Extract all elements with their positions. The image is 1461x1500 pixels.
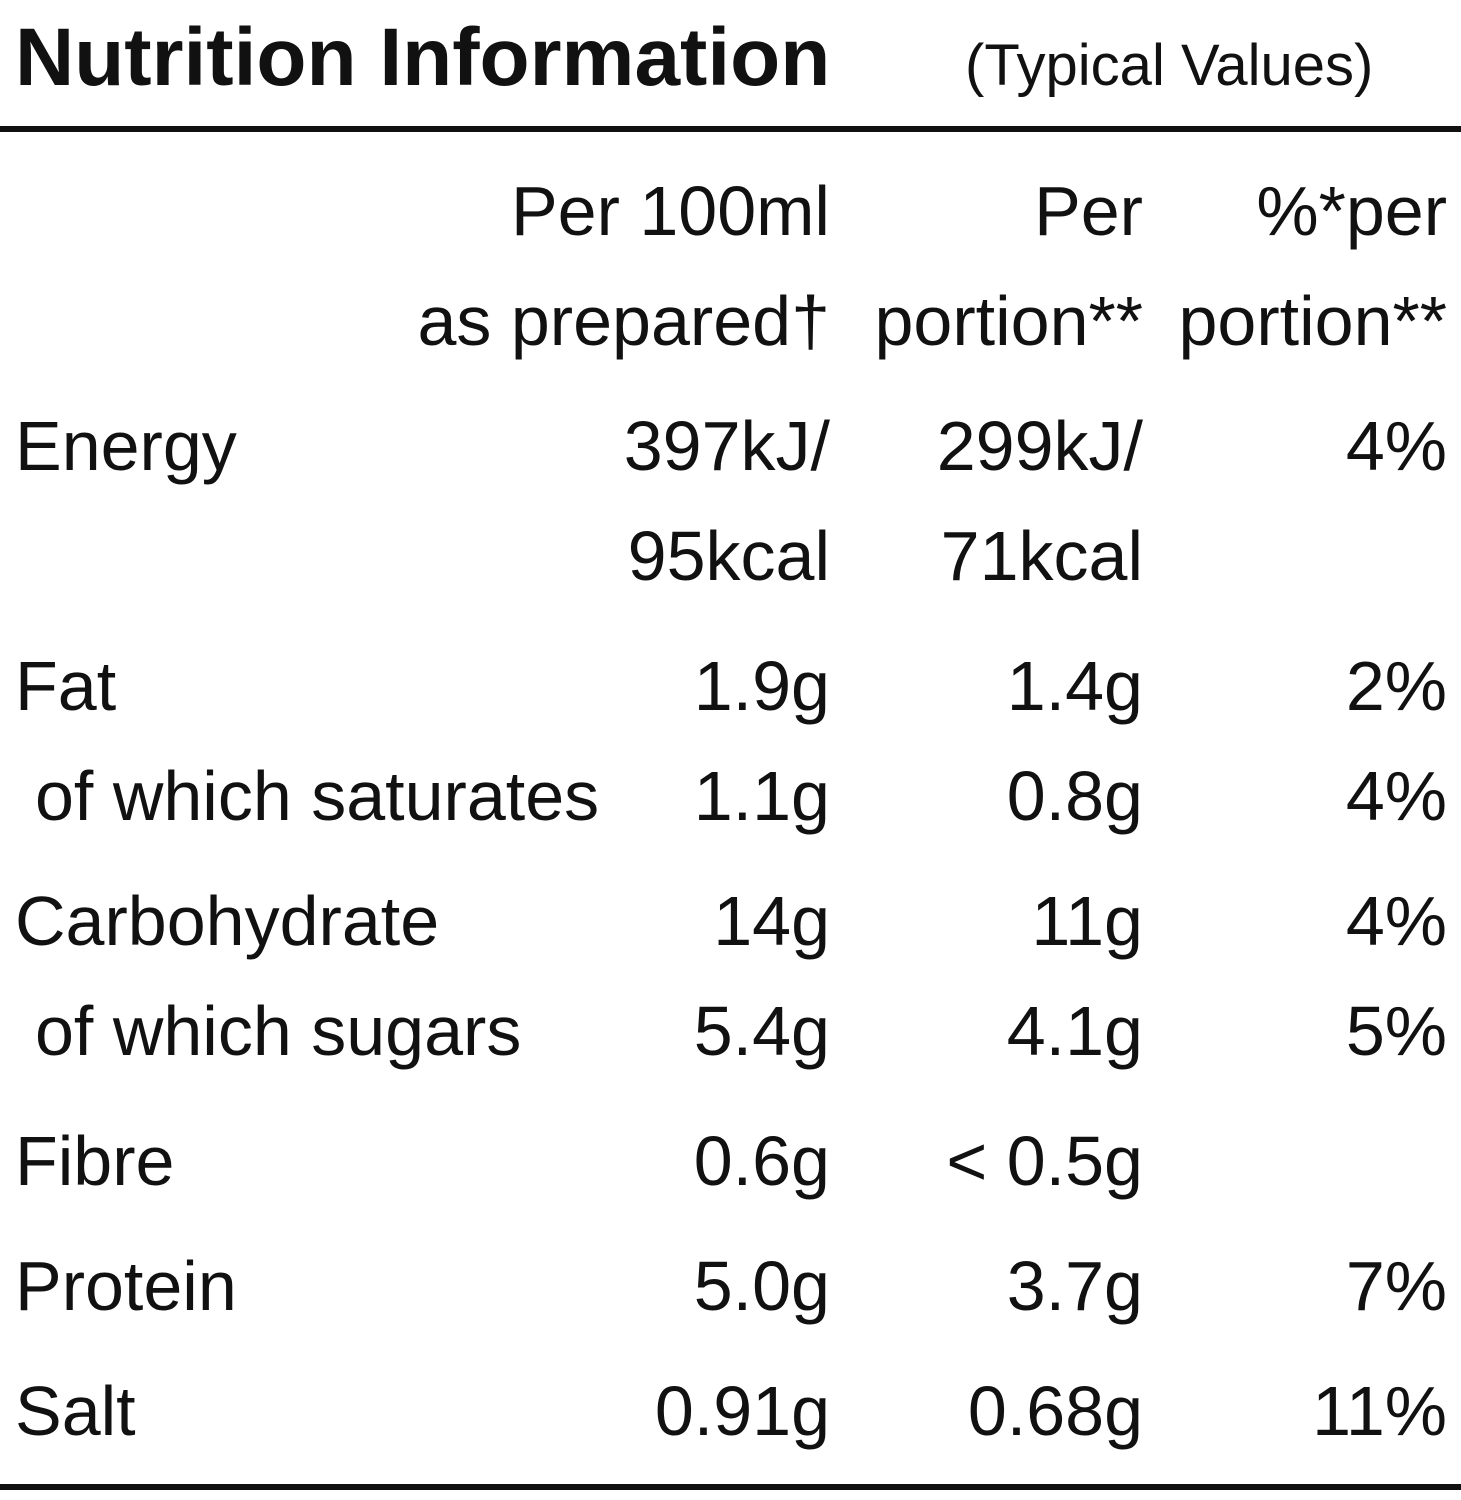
column-header: Per 100ml [511,172,830,250]
cell-value: < 0.5g [946,1122,1143,1200]
cell-value: 1.4g [1007,647,1143,725]
cell-value: 397kJ/ [624,407,831,485]
cell-value: 5.4g [694,992,830,1070]
cell-value: 0.8g [1007,757,1143,835]
cell-value: 1.1g [694,757,830,835]
cell-value: 71kcal [941,517,1143,595]
cell-value: 11% [1312,1372,1447,1450]
row-label: Protein [15,1247,237,1325]
cell-value: 0.68g [968,1372,1143,1450]
column-header: %*per [1256,172,1447,250]
cell-value: 5% [1346,992,1447,1070]
cell-value: 95kcal [628,517,830,595]
cell-value: 7% [1346,1247,1447,1325]
cell-value: 2% [1346,647,1447,725]
column-header: as prepared† [417,282,830,360]
cell-value: 299kJ/ [937,407,1144,485]
bottom-rule [0,1484,1461,1490]
row-label: of which saturates [35,757,599,835]
cell-value: 4% [1346,407,1447,485]
row-label: Fibre [15,1122,174,1200]
cell-value: 0.6g [694,1122,830,1200]
top-rule [0,126,1461,132]
cell-value: 0.91g [655,1372,830,1450]
cell-value: 4% [1346,882,1447,960]
cell-value: 3.7g [1007,1247,1143,1325]
row-label: Fat [15,647,116,725]
column-header: portion** [874,282,1143,360]
row-label: Salt [15,1372,136,1450]
cell-value: 5.0g [694,1247,830,1325]
column-header: portion** [1178,282,1447,360]
subtitle: (Typical Values) [965,33,1373,98]
cell-value: 1.9g [694,647,830,725]
cell-value: 11g [1031,882,1143,960]
cell-value: 4.1g [1007,992,1143,1070]
row-label: Carbohydrate [15,882,439,960]
title: Nutrition Information [15,12,830,103]
cell-value: 14g [713,882,830,960]
row-label: Energy [15,407,237,485]
column-header: Per [1034,172,1143,250]
cell-value: 4% [1346,757,1447,835]
row-label: of which sugars [35,992,521,1070]
